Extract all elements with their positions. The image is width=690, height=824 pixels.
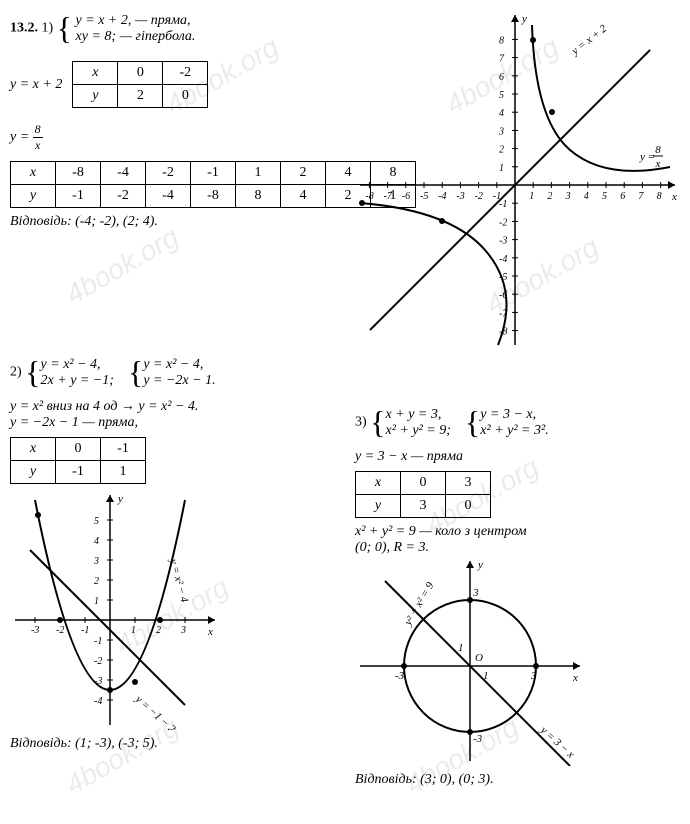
- svg-text:1: 1: [131, 625, 136, 636]
- svg-text:3: 3: [498, 126, 504, 137]
- p1-table1: x0-2 y20: [72, 61, 208, 108]
- svg-text:-4: -4: [94, 696, 102, 707]
- svg-text:3: 3: [530, 670, 537, 682]
- svg-text:8: 8: [499, 35, 504, 46]
- p3-line3: (0; 0), R = 3.: [355, 540, 680, 556]
- svg-text:5: 5: [602, 191, 607, 202]
- p1-sys-line1: y = x + 2, — пряма,: [76, 13, 191, 28]
- svg-text:2: 2: [94, 576, 99, 587]
- svg-text:2: 2: [499, 145, 504, 156]
- svg-text:y: y: [521, 13, 527, 25]
- svg-text:3: 3: [180, 625, 186, 636]
- svg-text:-3: -3: [499, 236, 507, 247]
- svg-text:-3: -3: [31, 625, 39, 636]
- svg-text:y = x² − 4: y = x² − 4: [167, 557, 190, 604]
- svg-text:-1: -1: [94, 636, 102, 647]
- svg-text:4: 4: [584, 191, 589, 202]
- chart-1: x y -8-7-6-5-4-3-2-112345678-8-7-6-5-4-3…: [350, 10, 680, 350]
- svg-text:y =: y =: [639, 151, 655, 163]
- svg-text:5: 5: [499, 90, 504, 101]
- svg-text:y = 3 − x: y = 3 − x: [537, 724, 576, 761]
- svg-text:-2: -2: [56, 625, 64, 636]
- svg-text:-8: -8: [365, 191, 373, 202]
- p2-answer: Відповідь: (1; -3), (-3; 5).: [10, 736, 355, 752]
- svg-text:6: 6: [499, 72, 504, 83]
- svg-text:8: 8: [655, 144, 661, 156]
- svg-text:-4: -4: [499, 254, 507, 265]
- svg-text:1: 1: [458, 642, 464, 654]
- svg-text:2: 2: [547, 191, 552, 202]
- subproblem-1-label: 1): [42, 21, 57, 36]
- p2-line2: y = −2x − 1 — пряма,: [10, 415, 355, 431]
- p1-sys-line2: xy = 8; — гіпербола.: [76, 29, 196, 44]
- svg-text:3: 3: [472, 587, 479, 599]
- p1-eq2-label: y = 8x: [10, 122, 350, 153]
- problem-2-header: 2) { y = x² − 4, 2x + y = −1; { y = x² −…: [10, 354, 355, 391]
- svg-text:3: 3: [93, 556, 99, 567]
- p3-line2: x² + y² = 9 — коло з центром: [355, 524, 680, 540]
- svg-text:-5: -5: [420, 191, 428, 202]
- svg-text:-2: -2: [475, 191, 483, 202]
- svg-text:2: 2: [156, 625, 161, 636]
- svg-text:-2: -2: [94, 656, 102, 667]
- p3-table: x03 y30: [355, 471, 491, 518]
- svg-text:y = −1 − 2x: y = −1 − 2x: [132, 693, 181, 730]
- p2-line1: y = x² вниз на 4 од → y = x² − 4.: [10, 399, 355, 415]
- svg-text:4: 4: [499, 108, 504, 119]
- svg-text:7: 7: [499, 54, 505, 65]
- svg-text:y = x + 2: y = x + 2: [569, 22, 610, 58]
- p3-line1: y = 3 − x — пряма: [355, 449, 680, 465]
- svg-text:x: x: [655, 158, 661, 170]
- chart-2: x y -3-2-1123-4-3-2-112345 y = x² − 4 y …: [10, 490, 220, 730]
- svg-text:4: 4: [94, 536, 99, 547]
- p1-eq1-label: y = x + 2: [10, 77, 62, 93]
- p2-table: x0-1 y-11: [10, 437, 146, 484]
- problem-number: 13.2.: [10, 21, 38, 36]
- svg-text:x: x: [572, 672, 578, 684]
- svg-text:x: x: [207, 626, 213, 638]
- problem-3-header: 3) { x + y = 3, x² + y² = 9; { y = 3 − x…: [355, 404, 680, 441]
- p1-answer: Відповідь: (-4; -2), (2; 4).: [10, 214, 350, 230]
- svg-text:y: y: [477, 559, 483, 571]
- svg-text:5: 5: [94, 516, 99, 527]
- subproblem-3-label: 3): [355, 415, 370, 430]
- svg-text:6: 6: [620, 191, 625, 202]
- p3-answer: Відповідь: (3; 0), (0; 3).: [355, 772, 680, 788]
- svg-text:1: 1: [529, 191, 534, 202]
- svg-text:-7: -7: [384, 191, 393, 202]
- svg-text:-4: -4: [438, 191, 446, 202]
- subproblem-2-label: 2): [10, 365, 25, 380]
- svg-text:1: 1: [483, 670, 489, 682]
- svg-text:1: 1: [94, 596, 99, 607]
- svg-text:3: 3: [565, 191, 571, 202]
- svg-text:1: 1: [499, 163, 504, 174]
- chart-3: x y O y² + x² = 9 y = 3 − x 3 3 -3 -3: [355, 556, 585, 766]
- svg-text:-2: -2: [499, 217, 507, 228]
- svg-text:-1: -1: [81, 625, 89, 636]
- svg-text:-6: -6: [402, 191, 410, 202]
- svg-text:y: y: [117, 493, 123, 505]
- svg-text:7: 7: [638, 191, 644, 202]
- svg-text:O: O: [475, 652, 483, 664]
- problem-1-header: 13.2. 1) { y = x + 2, — пряма, xy = 8; —…: [10, 10, 350, 47]
- svg-text:8: 8: [657, 191, 662, 202]
- svg-text:-3: -3: [456, 191, 464, 202]
- svg-text:-3: -3: [473, 733, 483, 745]
- svg-text:x: x: [671, 191, 677, 203]
- svg-text:-3: -3: [395, 670, 405, 682]
